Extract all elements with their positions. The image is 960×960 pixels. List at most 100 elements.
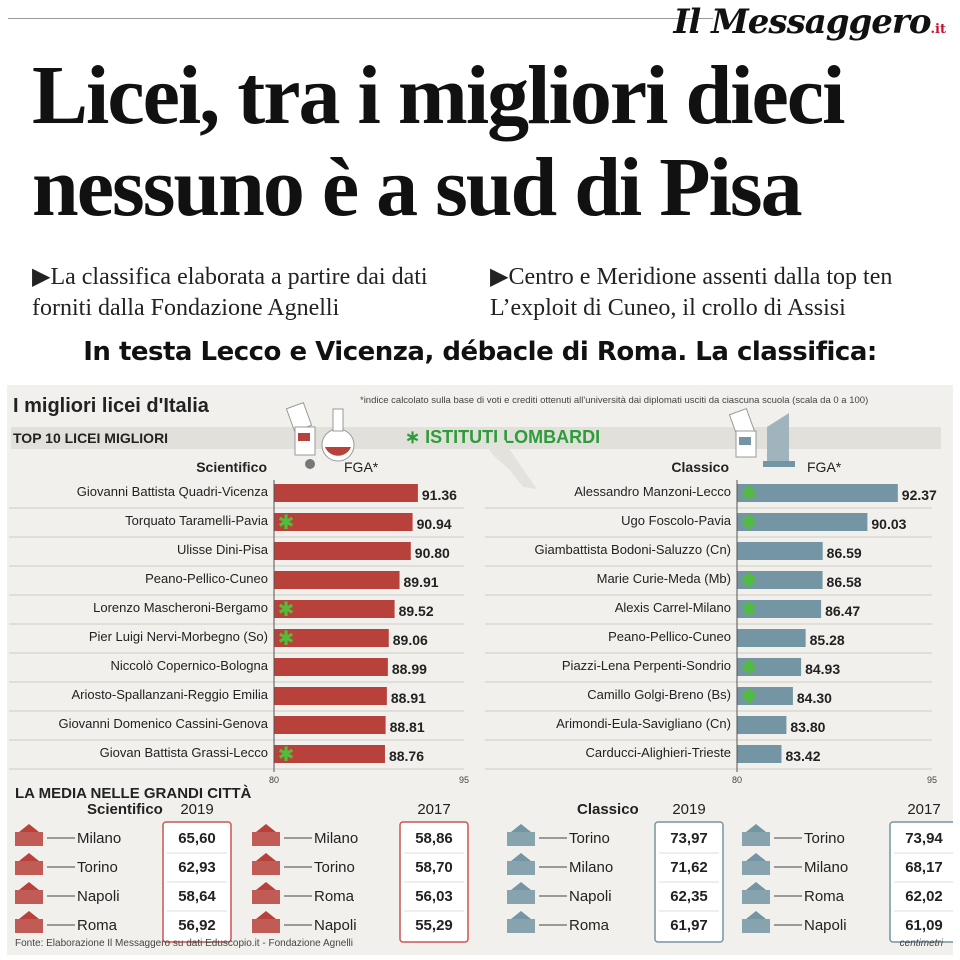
bar (274, 658, 388, 676)
infographic-title: I migliori licei d'Italia (13, 395, 209, 417)
bar-value-label: 90.94 (417, 516, 452, 532)
bar (737, 571, 823, 589)
bar (737, 484, 898, 502)
bar-category-label: Ariosto-Spallanzani-Reggio Emilia (71, 687, 268, 702)
chart-metric-label: FGA* (344, 459, 379, 475)
infographic: I migliori licei d'Italia *indice calcol… (7, 385, 953, 955)
table-value: 65,60 (178, 830, 216, 847)
table-city-label: Roma (804, 888, 845, 905)
table-group-label: Classico (577, 801, 639, 818)
bar-category-label: Torquato Taramelli-Pavia (125, 513, 269, 528)
table-year-label: 2017 (417, 801, 450, 818)
charts-canvas: Scientifico FGA* Giovanni Battista Quadri-… (9, 402, 953, 943)
bar-category-label: Giovan Battista Grassi-Lecco (100, 745, 268, 760)
table-value: 62,93 (178, 859, 216, 876)
bar (274, 600, 395, 618)
bar-value-label: 88.91 (391, 690, 426, 706)
city-landmark-icon (15, 853, 43, 875)
table-value: 58,86 (415, 830, 453, 847)
source-note: Fonte: Elaborazione Il Messaggero su dat… (15, 938, 353, 949)
bar (274, 745, 385, 763)
table-city-label: Torino (77, 859, 118, 876)
bar (737, 687, 793, 705)
bar-category-label: Peano-Pellico-Cuneo (608, 629, 731, 644)
bar-value-label: 92.37 (902, 487, 937, 503)
bar-category-label: Alexis Carrel-Milano (615, 600, 731, 615)
lombardi-star-icon: ✱ (278, 742, 295, 766)
bar-value-label: 90.80 (415, 545, 450, 561)
table-value: 56,03 (415, 888, 453, 905)
city-landmark-icon (507, 911, 535, 933)
subhead-right: ▶Centro e Meridione assenti dalla top te… (490, 264, 893, 321)
bar-value-label: 88.76 (389, 748, 424, 764)
table-city-label: Milano (804, 859, 848, 876)
city-landmark-icon (742, 882, 770, 904)
bar-value-label: 88.99 (392, 661, 427, 677)
lombardi-star-icon: ✱ (741, 655, 758, 679)
lombardi-star-icon: ✱ (741, 568, 758, 592)
table-city-label: Milano (314, 830, 358, 847)
column-icon (728, 408, 795, 467)
table-city-label: Torino (569, 830, 610, 847)
chart-group-label: Scientifico (196, 459, 267, 475)
bar-category-label: Pier Luigi Nervi-Morbegno (So) (89, 629, 268, 644)
table-value: 61,09 (905, 917, 943, 934)
bar-category-label: Alessandro Manzoni-Lecco (574, 484, 731, 499)
bar-value-label: 88.81 (390, 719, 425, 735)
lombardi-star-icon: ✱ (278, 510, 295, 534)
table-value: 56,92 (178, 917, 216, 934)
bar-category-label: Lorenzo Mascheroni-Bergamo (93, 600, 268, 615)
lombardi-legend: ∗ ISTITUTI LOMBARDI (405, 427, 601, 447)
flask-icon (285, 402, 355, 469)
table-value: 61,97 (670, 917, 708, 934)
table-city-label: Torino (314, 859, 355, 876)
city-landmark-icon (742, 911, 770, 933)
bar-category-label: Niccolò Copernico-Bologna (110, 658, 268, 673)
table-group-label: Scientifico (87, 801, 163, 818)
table-city-label: Roma (569, 917, 610, 934)
bar-category-label: Carducci-Alighieri-Trieste (586, 745, 731, 760)
lombardi-star-icon: ✱ (741, 684, 758, 708)
bar (274, 687, 387, 705)
city-landmark-icon (252, 824, 280, 846)
city-landmark-icon (252, 882, 280, 904)
bar-value-label: 84.93 (805, 661, 840, 677)
classico-tables: Classico 2019 Torino 73,97 Milano 71,62 Napoli… (507, 801, 953, 943)
scientifico-chart: Scientifico FGA* Giovanni Battista Quadri-… (9, 459, 469, 785)
lombardi-star-icon: ✱ (741, 481, 758, 505)
bar-value-label: 84.30 (797, 690, 832, 706)
table-value: 58,64 (178, 888, 216, 905)
bar-value-label: 89.06 (393, 632, 428, 648)
bar (274, 542, 411, 560)
headline-line-1: Licei, tra i migliori dieci (32, 49, 845, 142)
table-value: 55,29 (415, 917, 453, 934)
bar (737, 600, 822, 618)
bar-value-label: 89.52 (399, 603, 434, 619)
table-city-label: Napoli (77, 888, 120, 905)
table-value: 73,97 (670, 830, 708, 847)
bar-category-label: Arimondi-Eula-Savigliano (Cn) (556, 716, 731, 731)
city-landmark-icon (742, 824, 770, 846)
axis-tick-label: 80 (269, 775, 279, 785)
table-value: 71,62 (670, 859, 708, 876)
lombardi-star-icon: ✱ (741, 510, 758, 534)
city-landmark-icon (15, 911, 43, 933)
subhead-left: ▶La classifica elaborata a partire dai d… (32, 264, 428, 321)
table-city-label: Roma (77, 917, 118, 934)
italy-map-icon (485, 440, 537, 489)
bar (274, 629, 389, 647)
bar (274, 716, 386, 734)
bar-value-label: 86.58 (827, 574, 862, 590)
table-city-label: Napoli (804, 917, 847, 934)
headline: Licei, tra i migliori dieci nessuno è a … (32, 50, 952, 234)
city-landmark-icon (15, 824, 43, 846)
bar (737, 629, 806, 647)
table-city-label: Napoli (569, 888, 612, 905)
city-landmark-icon (252, 911, 280, 933)
table-value: 62,02 (905, 888, 943, 905)
table-value: 62,35 (670, 888, 708, 905)
bar (737, 716, 787, 734)
media-title: LA MEDIA NELLE GRANDI CITTÀ (15, 785, 252, 802)
table-year-label: 2019 (672, 801, 705, 818)
city-landmark-icon (507, 853, 535, 875)
